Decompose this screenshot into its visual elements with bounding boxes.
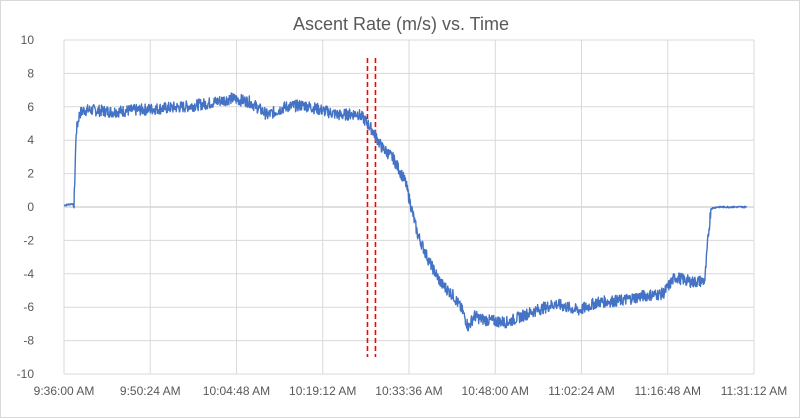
y-tick-label: 0 (27, 200, 34, 214)
y-tick-label: 8 (27, 66, 34, 80)
series-line-ascent-rate (63, 92, 748, 332)
y-tick-label: 10 (21, 33, 35, 47)
x-tick-label: 11:16:48 AM (635, 384, 702, 398)
y-tick-label: -4 (23, 267, 34, 281)
series-group (63, 92, 748, 332)
x-tick-label: 10:33:36 AM (375, 384, 442, 398)
chart-title: Ascent Rate (m/s) vs. Time (293, 14, 509, 34)
x-tick-label: 11:31:12 AM (721, 384, 788, 398)
x-tick-label: 9:36:00 AM (34, 384, 95, 398)
x-tick-label: 9:50:24 AM (120, 384, 181, 398)
y-tick-label: 2 (27, 167, 34, 181)
annotation-lines (366, 58, 377, 357)
x-axis-ticks: 9:36:00 AM 9:50:24 AM 10:04:48 AM 10:19:12 … (34, 384, 788, 398)
x-tick-label: 10:19:12 AM (289, 384, 356, 398)
gridlines (63, 39, 755, 375)
y-tick-label: -10 (17, 367, 35, 381)
y-tick-label: 4 (27, 133, 34, 147)
x-tick-label: 10:04:48 AM (203, 384, 270, 398)
x-tick-label: 11:02:24 AM (548, 384, 615, 398)
y-tick-label: 6 (27, 100, 34, 114)
y-tick-label: -8 (23, 334, 34, 348)
y-axis-ticks: 10 8 6 4 2 0 -2 -4 -6 -8 -10 (17, 33, 35, 381)
y-tick-label: -6 (23, 300, 34, 314)
y-tick-label: -2 (23, 233, 34, 247)
x-tick-label: 10:48:00 AM (462, 384, 529, 398)
